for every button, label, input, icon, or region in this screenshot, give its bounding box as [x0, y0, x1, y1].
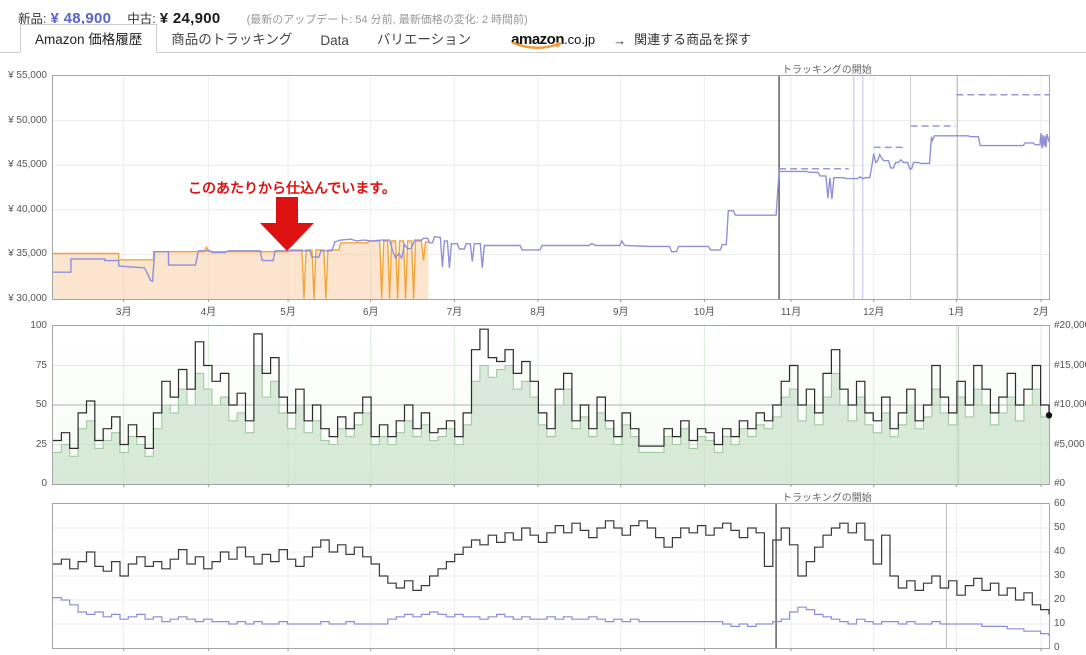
x-axis-label: 11月 [780, 307, 802, 318]
y-axis-label-left: ¥ 40,000 [8, 203, 47, 215]
y-axis-label-right: 0 [1054, 642, 1060, 653]
arrow-right-icon: → [613, 33, 627, 48]
tab-amazon-price-history[interactable]: Amazon 価格履歴 [20, 24, 158, 53]
amazon-logo-text: amazon [511, 31, 565, 48]
amazon-smile-icon [512, 42, 564, 49]
tab-data[interactable]: Data [320, 33, 349, 48]
price-summary-bar: 新品: ¥ 48,900 中古: ¥ 24,900 (最新のアップデート: 54… [18, 8, 528, 28]
tab-bar: Amazon 価格履歴 商品のトラッキング Data バリエーション amazo… [0, 24, 1086, 53]
sales-rank-main-line [53, 328, 1050, 449]
x-axis-label: 12月 [863, 307, 885, 318]
amazon-link[interactable]: amazon .co.jp [511, 31, 595, 52]
x-axis-label: 1月 [948, 307, 965, 318]
x-axis-label: 2月 [1033, 307, 1049, 318]
x-axis-label: 3月 [115, 307, 132, 318]
update-note: (最新のアップデート: 54 分前, 最新価格の変化: 2 時間前) [246, 14, 528, 26]
y-axis-label-left: 0 [41, 478, 47, 489]
y-axis-label-right: #10,000 [1054, 399, 1086, 410]
annotation-text: このあたりから仕込んでいます。 [188, 180, 396, 196]
x-axis-label: 5月 [280, 307, 296, 318]
amazon-logo-suffix: .co.jp [564, 32, 596, 47]
x-axis-label: 7月 [446, 307, 463, 318]
annotation-arrow-down-icon [260, 197, 314, 251]
y-axis-label-left: 100 [30, 320, 47, 331]
y-axis-label-right: 30 [1054, 570, 1066, 581]
tracking-start-label-top: トラッキングの開始 [782, 65, 872, 76]
price-history-chart[interactable]: 3月 4月 5月 6月 7月 8月 9月 10月 11月 12月 1月 2月 ¥ 55,000 ¥ 50,… [8, 70, 1050, 318]
y-axis-label-right: 60 [1054, 498, 1066, 509]
amazon-price-fill [53, 241, 429, 299]
tracking-start-label-bottom: トラッキングの開始 [782, 493, 872, 504]
y-axis-label-right: 20 [1054, 594, 1066, 605]
y-axis-label-right: #0 [1054, 478, 1066, 489]
y-axis-label-right: 50 [1054, 522, 1066, 533]
x-axis-label: 6月 [362, 307, 379, 318]
y-axis-label-right: 10 [1054, 618, 1066, 629]
x-axis-label: 4月 [200, 307, 217, 318]
sales-rank-secondary-line [53, 364, 1050, 457]
price-history-canvas [53, 76, 1050, 302]
y-axis-label-right: 40 [1054, 546, 1066, 557]
offer-counts-canvas [53, 504, 1050, 651]
y-axis-label-right: #5,000 [1054, 438, 1085, 450]
y-axis-label-left: ¥ 35,000 [8, 248, 47, 260]
y-axis-label-left: ¥ 55,000 [8, 70, 47, 81]
used-offer-count-line [53, 597, 1050, 636]
offer-count-chart[interactable]: 3月4月5月6月7月8月9月10月11月12月1月2月6050403020100 [52, 498, 1065, 653]
tab-product-tracking[interactable]: 商品のトラッキング [171, 32, 293, 47]
amazon-price-line [53, 240, 429, 299]
new-offer-count-line [53, 520, 1050, 615]
x-axis-label: 10月 [693, 307, 715, 318]
y-axis-label-left: 75 [35, 359, 47, 371]
y-axis-label-right: #20,000 [1054, 320, 1086, 331]
y-axis-label-left: ¥ 30,000 [8, 293, 47, 304]
sales-rank-secondary-fill [53, 365, 1049, 484]
tab-variations[interactable]: バリエーション [376, 32, 472, 47]
x-axis-label: 9月 [612, 307, 629, 318]
sales-rank-main-current-dot [1045, 412, 1053, 419]
new-third-party-price-line [53, 133, 1050, 283]
y-axis-label-left: 50 [35, 399, 47, 410]
used-price-value: ¥ 24,900 [159, 10, 221, 27]
y-axis-label-left: ¥ 50,000 [8, 114, 47, 126]
related-products-link[interactable]: 関連する商品を探す [634, 32, 752, 47]
new-price-value: ¥ 48,900 [50, 10, 112, 27]
used-price-label: 中古: [127, 12, 156, 26]
y-axis-label-right: #15,000 [1054, 359, 1086, 371]
new-price-label: 新品: [18, 12, 47, 26]
sales-rank-chart[interactable]: 100 #20,000 75 #15,000 50 #10,000 25 #5,000 0 #0 [30, 320, 1086, 489]
x-axis-label: 8月 [530, 307, 546, 318]
sales-rank-canvas [53, 326, 1053, 487]
y-axis-label-left: 25 [35, 438, 47, 450]
y-axis-label-left: ¥ 45,000 [8, 159, 47, 171]
